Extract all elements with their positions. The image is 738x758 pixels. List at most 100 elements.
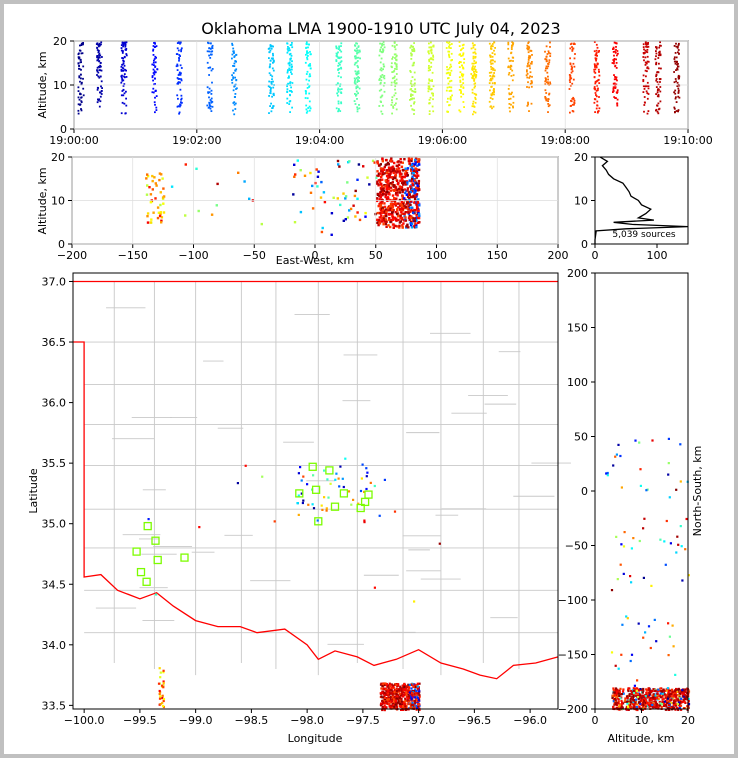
source-point <box>655 61 658 64</box>
source-point <box>320 504 323 507</box>
source-point <box>208 106 211 109</box>
source-point <box>380 702 383 705</box>
source-point <box>656 91 659 94</box>
source-point <box>547 65 550 68</box>
source-point <box>595 59 597 62</box>
source-point <box>384 193 388 196</box>
source-point <box>620 706 623 709</box>
source-point <box>387 224 390 227</box>
source-point <box>643 101 646 104</box>
source-point <box>79 61 82 64</box>
source-point <box>675 101 678 103</box>
source-point <box>149 221 152 224</box>
source-point <box>677 694 680 697</box>
source-point <box>195 167 198 170</box>
source-point <box>405 694 408 697</box>
source-point <box>395 202 398 205</box>
source-point <box>448 104 451 106</box>
source-point <box>681 688 684 692</box>
source-point <box>414 167 417 170</box>
source-point <box>432 94 434 97</box>
source-point <box>409 702 412 705</box>
source-point <box>307 46 309 49</box>
source-point <box>387 686 390 689</box>
source-point <box>462 78 464 81</box>
source-point <box>678 706 682 709</box>
source-point <box>527 42 530 44</box>
source-point <box>665 696 668 700</box>
source-point <box>446 68 449 71</box>
source-point <box>659 690 662 693</box>
source-point <box>339 110 342 112</box>
source-point <box>645 43 648 46</box>
source-point <box>674 78 677 80</box>
source-point <box>381 211 384 214</box>
source-point <box>397 689 401 692</box>
ew-altitude-xlabel: East-West, km <box>276 254 354 267</box>
source-point <box>386 702 389 705</box>
source-point <box>412 210 415 213</box>
source-point <box>99 75 102 78</box>
source-point <box>606 474 609 477</box>
source-point <box>571 110 574 112</box>
source-point <box>208 96 210 99</box>
source-point <box>286 97 289 100</box>
source-point <box>647 93 650 95</box>
source-point <box>646 695 649 698</box>
source-point <box>152 72 155 74</box>
histogram-ytick-label: 0 <box>581 238 588 251</box>
source-point <box>82 42 84 44</box>
source-point <box>339 88 341 91</box>
source-point <box>411 76 414 78</box>
source-point <box>679 480 682 483</box>
source-point <box>179 42 181 45</box>
source-point <box>656 71 659 73</box>
source-point <box>234 102 237 105</box>
histogram-profile-line <box>594 156 689 244</box>
source-point <box>463 61 465 64</box>
source-point <box>288 67 291 70</box>
source-point <box>378 105 381 107</box>
source-point <box>400 216 404 220</box>
figure-frame: Oklahoma LMA 1900-1910 UTC July 04, 2023… <box>4 4 734 754</box>
source-point <box>447 97 449 100</box>
source-point <box>336 82 339 85</box>
source-point <box>658 107 661 110</box>
source-point <box>654 689 657 692</box>
source-point <box>666 697 669 700</box>
source-point <box>303 174 307 177</box>
source-point <box>233 103 236 106</box>
source-point <box>403 702 406 705</box>
source-point <box>662 704 666 708</box>
source-point <box>344 197 347 200</box>
source-point <box>643 110 645 113</box>
source-point <box>180 94 183 97</box>
source-point <box>80 83 83 86</box>
source-point <box>407 211 410 214</box>
source-point <box>438 542 441 545</box>
source-point <box>491 92 494 94</box>
source-point <box>180 101 182 104</box>
source-point <box>231 53 234 56</box>
source-point <box>614 664 617 667</box>
altitude-ns-ytick-label: 0 <box>581 485 588 498</box>
source-point <box>406 201 409 205</box>
source-point <box>378 222 382 225</box>
source-point <box>632 703 635 706</box>
source-point <box>383 694 386 697</box>
source-point <box>385 215 388 218</box>
source-point <box>353 77 356 80</box>
source-point <box>385 178 389 182</box>
source-point <box>332 196 335 199</box>
source-point <box>380 51 383 53</box>
source-point <box>270 45 273 47</box>
source-point <box>416 692 419 695</box>
source-point <box>155 95 158 97</box>
source-point <box>394 48 397 51</box>
source-point <box>355 47 358 50</box>
source-point <box>657 112 660 115</box>
source-point <box>153 73 156 76</box>
source-point <box>647 60 650 63</box>
source-point <box>511 91 513 94</box>
source-point <box>625 695 629 698</box>
